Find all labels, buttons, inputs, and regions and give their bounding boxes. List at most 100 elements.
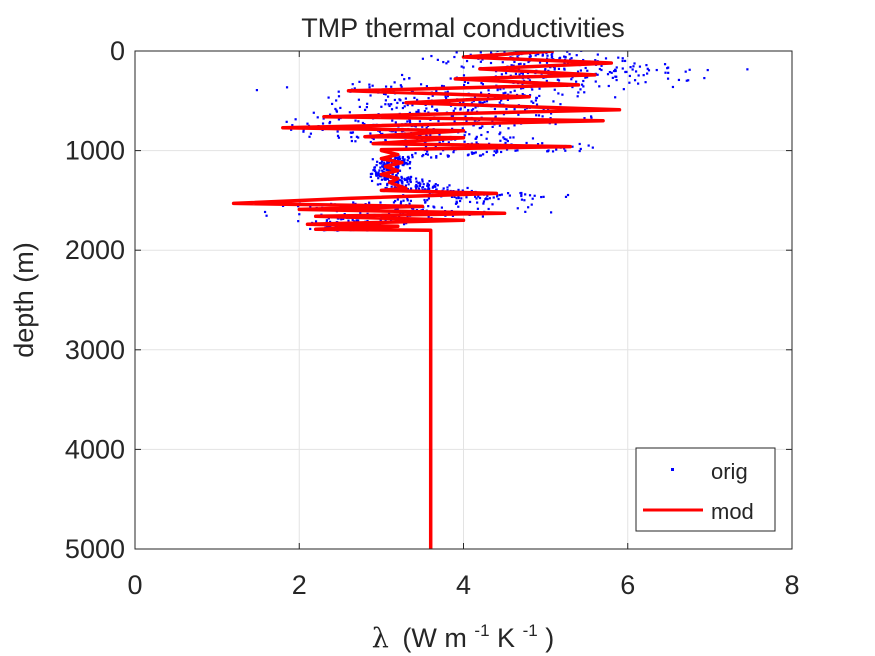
- orig-point: [379, 166, 382, 169]
- orig-point: [368, 201, 371, 204]
- orig-point: [390, 161, 393, 164]
- orig-point: [394, 130, 397, 134]
- orig-point: [380, 175, 383, 178]
- orig-point: [537, 114, 541, 117]
- orig-point: [404, 178, 407, 182]
- orig-point: [591, 146, 594, 149]
- orig-point: [464, 115, 467, 118]
- orig-point: [404, 184, 407, 187]
- orig-point: [411, 153, 414, 157]
- orig-point: [424, 201, 427, 204]
- orig-point: [424, 145, 428, 148]
- orig-point: [428, 192, 431, 195]
- orig-point: [685, 79, 688, 82]
- orig-point: [455, 197, 458, 200]
- orig-point: [428, 179, 431, 183]
- orig-point: [638, 65, 642, 68]
- orig-point: [637, 74, 640, 77]
- orig-point: [482, 200, 486, 203]
- orig-point: [343, 212, 346, 216]
- orig-point: [518, 73, 521, 76]
- orig-point: [377, 171, 380, 174]
- orig-point: [376, 174, 379, 177]
- orig-point: [556, 78, 559, 81]
- orig-point: [509, 136, 512, 139]
- orig-point: [408, 178, 411, 181]
- orig-point: [642, 74, 645, 77]
- orig-point: [460, 65, 463, 68]
- orig-point: [421, 125, 424, 128]
- orig-point: [387, 161, 390, 164]
- orig-point: [544, 68, 547, 71]
- mod-line: [231, 51, 622, 549]
- orig-point: [399, 84, 402, 87]
- orig-point: [406, 180, 409, 184]
- orig-point: [435, 89, 438, 93]
- orig-point: [390, 103, 393, 106]
- orig-point: [486, 194, 489, 197]
- y-tick-label: 4000: [65, 434, 125, 464]
- orig-point: [350, 131, 353, 134]
- orig-point: [381, 169, 384, 172]
- orig-point: [570, 57, 573, 60]
- orig-point: [406, 159, 409, 162]
- orig-point: [519, 62, 522, 65]
- orig-point: [427, 215, 430, 219]
- orig-point: [369, 172, 373, 176]
- orig-point: [437, 120, 440, 123]
- orig-point: [385, 177, 388, 180]
- orig-point: [461, 127, 464, 130]
- orig-point: [500, 99, 503, 102]
- orig-point: [596, 73, 599, 76]
- orig-point: [433, 206, 436, 209]
- orig-point: [426, 153, 429, 156]
- orig-point: [355, 219, 358, 222]
- orig-point: [401, 106, 405, 110]
- orig-point: [408, 167, 412, 170]
- orig-point: [417, 187, 421, 190]
- orig-point: [536, 143, 540, 146]
- orig-point: [647, 69, 651, 72]
- orig-point: [316, 116, 319, 119]
- orig-point: [703, 76, 706, 80]
- orig-point: [631, 68, 634, 71]
- orig-point: [406, 103, 409, 107]
- orig-point: [504, 72, 508, 75]
- orig-point: [509, 91, 512, 94]
- orig-point: [513, 124, 516, 127]
- orig-point: [571, 85, 574, 89]
- orig-point: [397, 182, 400, 185]
- orig-point: [408, 111, 411, 114]
- orig-point: [453, 120, 456, 123]
- orig-point: [564, 149, 567, 152]
- orig-point: [516, 149, 519, 152]
- orig-point: [406, 199, 409, 202]
- orig-point: [421, 57, 425, 60]
- orig-point: [623, 59, 627, 63]
- orig-point: [491, 125, 494, 128]
- orig-point: [527, 60, 530, 64]
- orig-point: [530, 203, 533, 206]
- orig-point: [478, 126, 481, 130]
- orig-point: [369, 175, 372, 179]
- orig-point: [330, 102, 334, 106]
- x-axis-unit-part: (W m: [402, 623, 466, 653]
- orig-point: [517, 63, 521, 66]
- orig-point: [350, 136, 353, 139]
- orig-point: [466, 186, 469, 190]
- orig-point: [386, 184, 389, 187]
- orig-point: [421, 155, 424, 158]
- orig-point: [375, 172, 378, 176]
- orig-point: [508, 194, 511, 197]
- orig-point: [400, 177, 403, 180]
- x-tick-label: 6: [620, 570, 635, 600]
- orig-point: [552, 100, 555, 103]
- orig-point: [391, 119, 394, 122]
- orig-point: [528, 55, 531, 59]
- orig-point: [475, 141, 478, 144]
- orig-point: [570, 78, 573, 81]
- orig-point: [492, 196, 495, 199]
- orig-point: [423, 109, 426, 113]
- orig-point: [442, 187, 445, 190]
- orig-point: [501, 61, 504, 64]
